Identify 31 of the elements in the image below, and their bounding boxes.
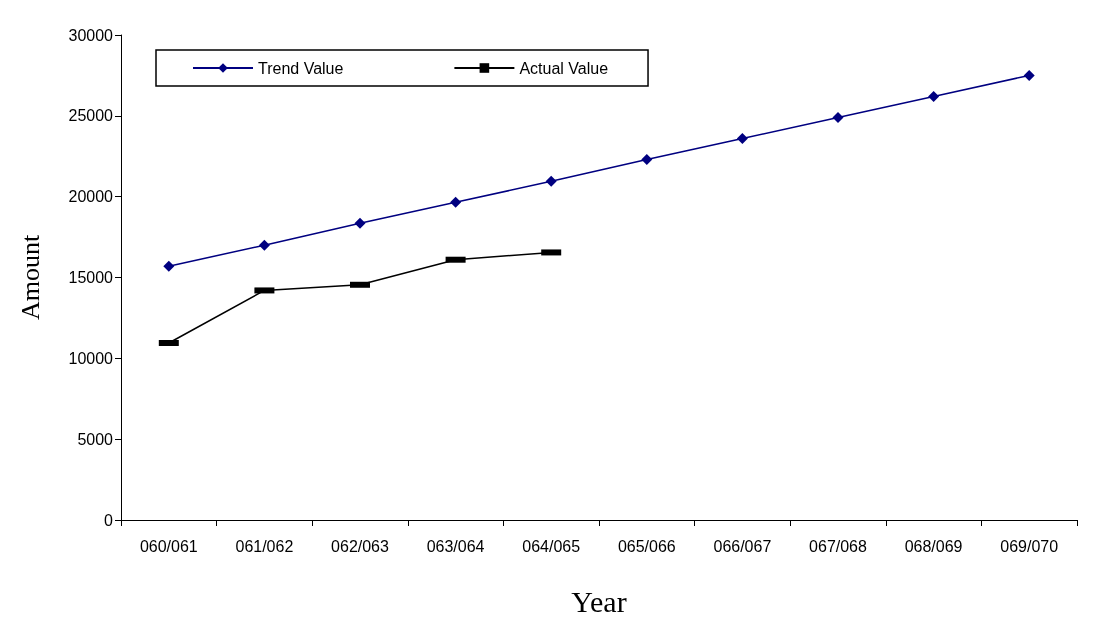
y-tick-label: 5000 <box>77 430 114 448</box>
x-tick-label: 063/064 <box>426 537 485 555</box>
x-tick-label: 060/061 <box>139 537 198 555</box>
y-axis-title: Amount <box>15 234 45 321</box>
y-tick-label: 10000 <box>68 349 114 367</box>
point <box>450 196 462 208</box>
point <box>736 132 748 144</box>
y-tick-label: 25000 <box>68 107 114 125</box>
x-tick-label: 069/070 <box>1000 537 1059 555</box>
point <box>163 260 175 272</box>
point <box>1023 69 1035 81</box>
x-axis-title: Year <box>571 584 627 618</box>
point <box>641 153 653 165</box>
x-tick-label: 065/066 <box>617 537 676 555</box>
x-tick-label: 068/069 <box>904 537 963 555</box>
y-tick-label: 20000 <box>68 188 114 206</box>
point <box>545 175 557 187</box>
legend-label: Actual Value <box>519 59 609 77</box>
x-tick-label: 062/063 <box>331 537 390 555</box>
point <box>928 90 940 102</box>
point <box>354 217 366 229</box>
x-tick-label: 067/068 <box>809 537 868 555</box>
point <box>832 111 844 123</box>
y-tick-label: 30000 <box>68 26 114 44</box>
y-tick-label: 15000 <box>68 269 114 286</box>
x-tick-label: 066/067 <box>713 537 772 555</box>
y-tick-label: 0 <box>104 511 114 529</box>
x-tick-label: 064/065 <box>522 537 581 555</box>
point <box>258 239 270 251</box>
x-tick-label: 061/062 <box>235 537 294 555</box>
legend-label: Trend Value <box>258 59 344 77</box>
